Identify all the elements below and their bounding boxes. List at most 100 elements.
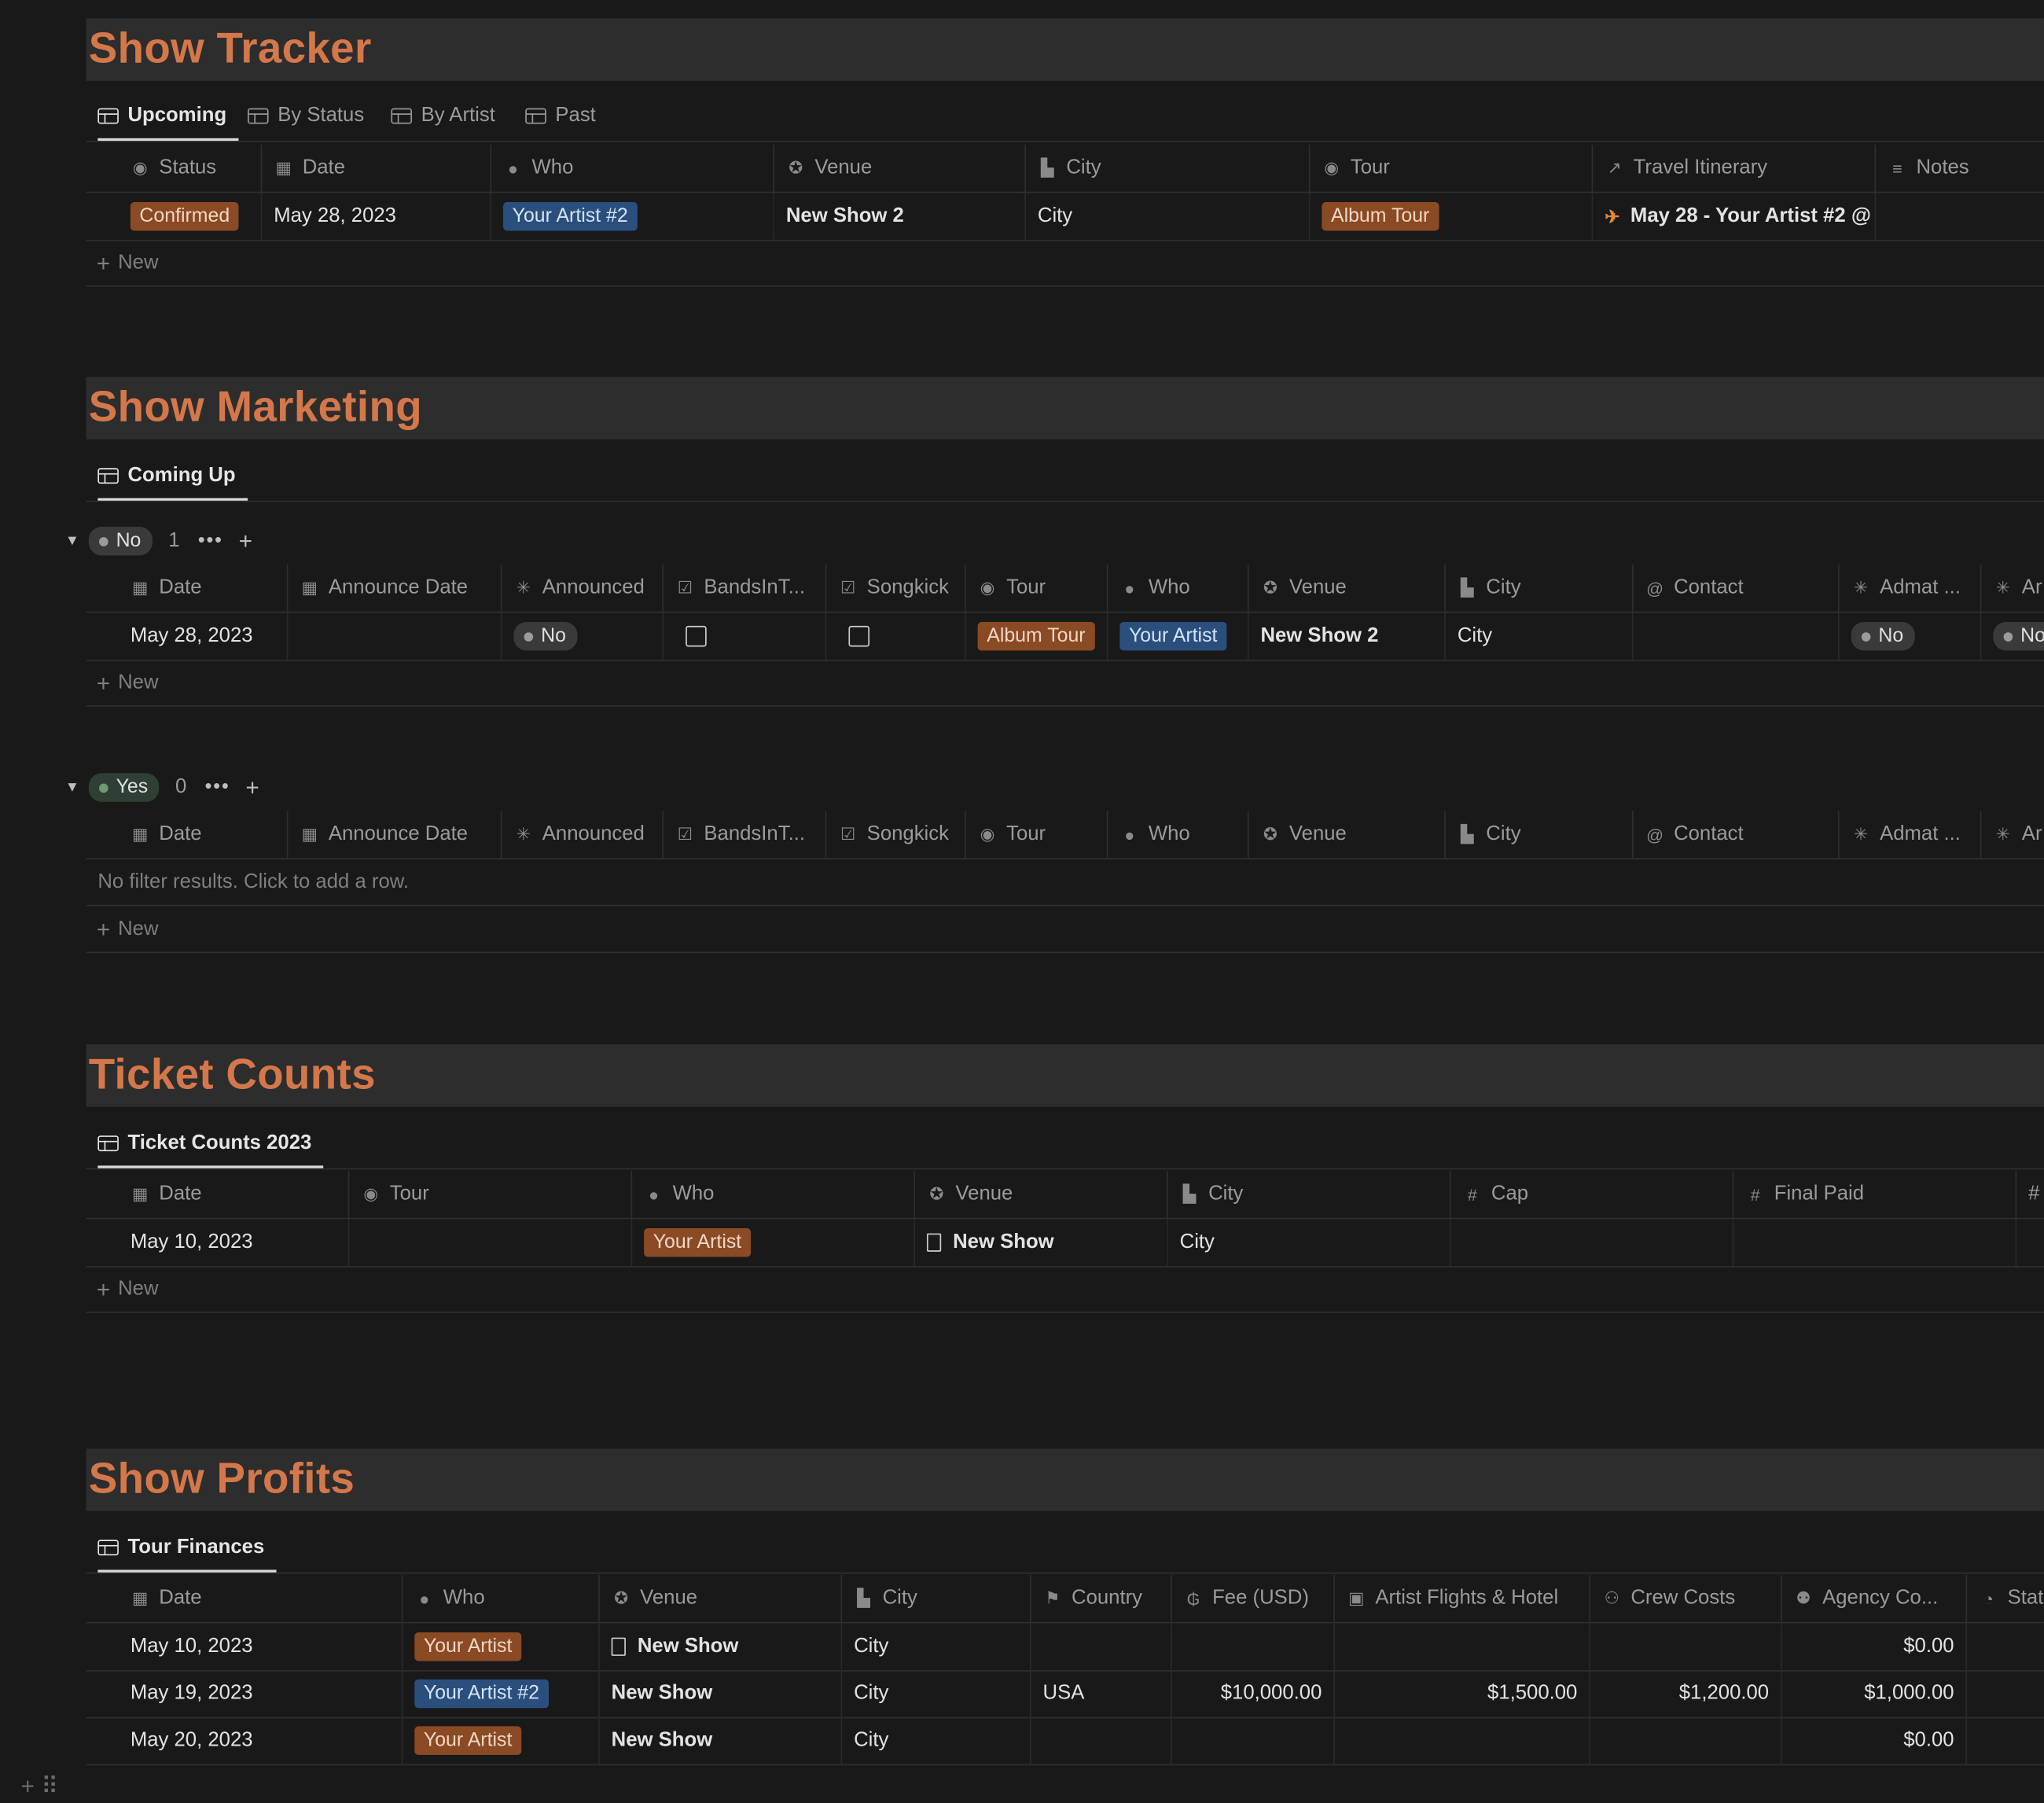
- column-header-tour[interactable]: ◉ Tour: [349, 1171, 633, 1218]
- collapse-triangle-icon[interactable]: ▼: [64, 779, 79, 796]
- fee-cell[interactable]: [1172, 1717, 1335, 1764]
- fee-cell[interactable]: $10,000.00: [1172, 1670, 1335, 1717]
- tab-by-status[interactable]: By Status: [248, 94, 364, 138]
- stat-cell[interactable]: [1967, 1670, 2044, 1717]
- announced-cell[interactable]: No: [502, 613, 664, 660]
- column-header-contact[interactable]: @ Contact: [1634, 564, 1840, 612]
- contact-cell[interactable]: [1634, 613, 1840, 660]
- group-header-no[interactable]: ▼ No 1 ••• +: [65, 523, 253, 559]
- agency-cell[interactable]: $1,000.00: [1782, 1670, 1968, 1717]
- column-header-artist-flights-hotel[interactable]: ▣ Artist Flights & Hotel: [1335, 1575, 1590, 1622]
- table-row[interactable]: May 20, 2023 Your Artist New Show City $0.00: [86, 1717, 2044, 1766]
- who-cell[interactable]: Your Artist: [1108, 613, 1249, 660]
- city-cell[interactable]: City: [842, 1623, 1031, 1671]
- column-header-final-paid[interactable]: # Final Paid: [1733, 1171, 2017, 1218]
- column-header-venue[interactable]: ✪ Venue: [1249, 564, 1446, 612]
- city-cell[interactable]: City: [842, 1670, 1031, 1717]
- date-cell[interactable]: May 28, 2023: [262, 193, 492, 241]
- column-header-who[interactable]: ● Who: [403, 1575, 600, 1622]
- venue-cell[interactable]: New Show: [600, 1670, 843, 1717]
- flights-cell[interactable]: [1335, 1717, 1590, 1764]
- column-header-who[interactable]: ● Who: [632, 1171, 916, 1218]
- column-header-truncated[interactable]: #: [2028, 1182, 2040, 1205]
- fee-cell[interactable]: [1172, 1623, 1335, 1671]
- tab-past[interactable]: Past: [525, 94, 596, 138]
- column-header-travel-itinerary[interactable]: ↗ Travel Itinerary: [1593, 145, 1877, 192]
- country-cell[interactable]: USA: [1031, 1670, 1172, 1717]
- date-cell[interactable]: May 20, 2023: [119, 1717, 403, 1764]
- songkick-cell[interactable]: [826, 613, 966, 660]
- date-cell[interactable]: May 10, 2023: [119, 1623, 403, 1671]
- who-cell[interactable]: Your Artist #2: [491, 193, 774, 241]
- column-header-date[interactable]: ▦ Date: [119, 1171, 350, 1218]
- column-header-date[interactable]: ▦ Date: [262, 145, 492, 192]
- column-header-date[interactable]: ▦ Date: [119, 811, 289, 859]
- cap-cell[interactable]: [1451, 1219, 1734, 1267]
- itinerary-cell[interactable]: ✈ May 28 - Your Artist #2 @: [1593, 193, 1877, 241]
- crew-cell[interactable]: [1590, 1623, 1782, 1671]
- itinerary-link[interactable]: May 28 - Your Artist #2 @: [1630, 204, 1871, 227]
- new-row-button[interactable]: + New: [86, 241, 2044, 287]
- column-header-tour[interactable]: ◉ Tour: [966, 564, 1108, 612]
- column-header-announced[interactable]: ✳ Announced: [502, 564, 664, 612]
- column-header-truncated[interactable]: ✳ Ar: [1981, 811, 2044, 858]
- add-icon[interactable]: +: [238, 527, 253, 554]
- group-header-yes[interactable]: ▼ Yes 0 ••• +: [65, 769, 259, 805]
- column-header-notes[interactable]: ≡ Notes: [1876, 145, 2044, 192]
- tour-cell[interactable]: Album Tour: [966, 613, 1108, 660]
- column-header-announced[interactable]: ✳ Announced: [502, 811, 664, 859]
- new-row-button[interactable]: + New: [86, 661, 2044, 707]
- column-header-city[interactable]: ▙ City: [1168, 1171, 1451, 1218]
- column-header-date[interactable]: ▦ Date: [119, 564, 289, 612]
- announce-date-cell[interactable]: [288, 613, 502, 660]
- agency-cell[interactable]: $0.00: [1782, 1623, 1968, 1671]
- venue-cell[interactable]: New Show: [600, 1717, 843, 1764]
- column-header-songkick[interactable]: ☑ Songkick: [826, 811, 966, 859]
- more-options-icon[interactable]: •••: [197, 529, 223, 552]
- agency-cell[interactable]: $0.00: [1782, 1717, 1968, 1764]
- who-cell[interactable]: Your Artist: [403, 1717, 600, 1764]
- tab-tour-finances[interactable]: Tour Finances: [97, 1525, 277, 1573]
- empty-state-row[interactable]: No filter results. Click to add a row.: [86, 859, 2044, 907]
- final-paid-cell[interactable]: [1733, 1219, 2017, 1267]
- column-header-tour[interactable]: ◉ Tour: [966, 811, 1108, 859]
- column-header-fee[interactable]: ₲ Fee (USD): [1172, 1575, 1335, 1622]
- date-cell[interactable]: May 10, 2023: [119, 1219, 350, 1267]
- column-header-venue[interactable]: ✪ Venue: [774, 145, 1026, 192]
- column-header-bandsintown[interactable]: ☑ BandsInT...: [664, 564, 827, 612]
- venue-cell[interactable]: New Show 2: [1249, 613, 1446, 660]
- venue-cell[interactable]: New Show: [600, 1623, 843, 1671]
- new-row-button[interactable]: + New: [86, 1268, 2044, 1313]
- column-header-agency-costs[interactable]: ⚉ Agency Co...: [1782, 1575, 1968, 1622]
- column-header-tour[interactable]: ◉ Tour: [1310, 145, 1594, 192]
- column-header-date[interactable]: ▦ Date: [119, 1575, 403, 1622]
- column-header-contact[interactable]: @ Contact: [1634, 811, 1840, 859]
- column-header-who[interactable]: ● Who: [1108, 564, 1249, 612]
- stat-cell[interactable]: [1967, 1717, 2044, 1764]
- tour-cell[interactable]: [349, 1219, 633, 1267]
- column-header-who[interactable]: ● Who: [491, 145, 774, 192]
- stat-cell[interactable]: [1967, 1623, 2044, 1670]
- admat-cell[interactable]: No: [1840, 613, 1982, 660]
- city-cell[interactable]: City: [1026, 193, 1311, 241]
- column-header-truncated[interactable]: ✳ Ar: [1981, 565, 2044, 612]
- column-header-city[interactable]: ▙ City: [1446, 811, 1634, 859]
- column-header-venue[interactable]: ✪ Venue: [915, 1171, 1168, 1218]
- table-row[interactable]: May 28, 2023 No Album Tour Your Artist N…: [86, 613, 2044, 661]
- add-icon[interactable]: +: [245, 774, 259, 800]
- column-header-truncated[interactable]: ◔ Stat: [1967, 1575, 2044, 1622]
- tab-by-artist[interactable]: By Artist: [391, 94, 495, 138]
- venue-cell[interactable]: New Show: [915, 1219, 1168, 1267]
- tour-cell[interactable]: Album Tour: [1310, 193, 1594, 241]
- column-header-venue[interactable]: ✪ Venue: [1249, 811, 1446, 859]
- column-header-city[interactable]: ▙ City: [1026, 145, 1311, 192]
- date-cell[interactable]: May 19, 2023: [119, 1670, 403, 1717]
- city-cell[interactable]: City: [1446, 613, 1634, 660]
- crew-cell[interactable]: $1,200.00: [1590, 1670, 1782, 1717]
- column-header-venue[interactable]: ✪ Venue: [600, 1575, 843, 1622]
- column-header-cap[interactable]: # Cap: [1451, 1171, 1734, 1218]
- bandsintown-checkbox[interactable]: [686, 625, 707, 647]
- flights-cell[interactable]: [1335, 1623, 1590, 1671]
- tab-upcoming[interactable]: Upcoming: [97, 94, 239, 142]
- bandsintown-cell[interactable]: [664, 613, 827, 660]
